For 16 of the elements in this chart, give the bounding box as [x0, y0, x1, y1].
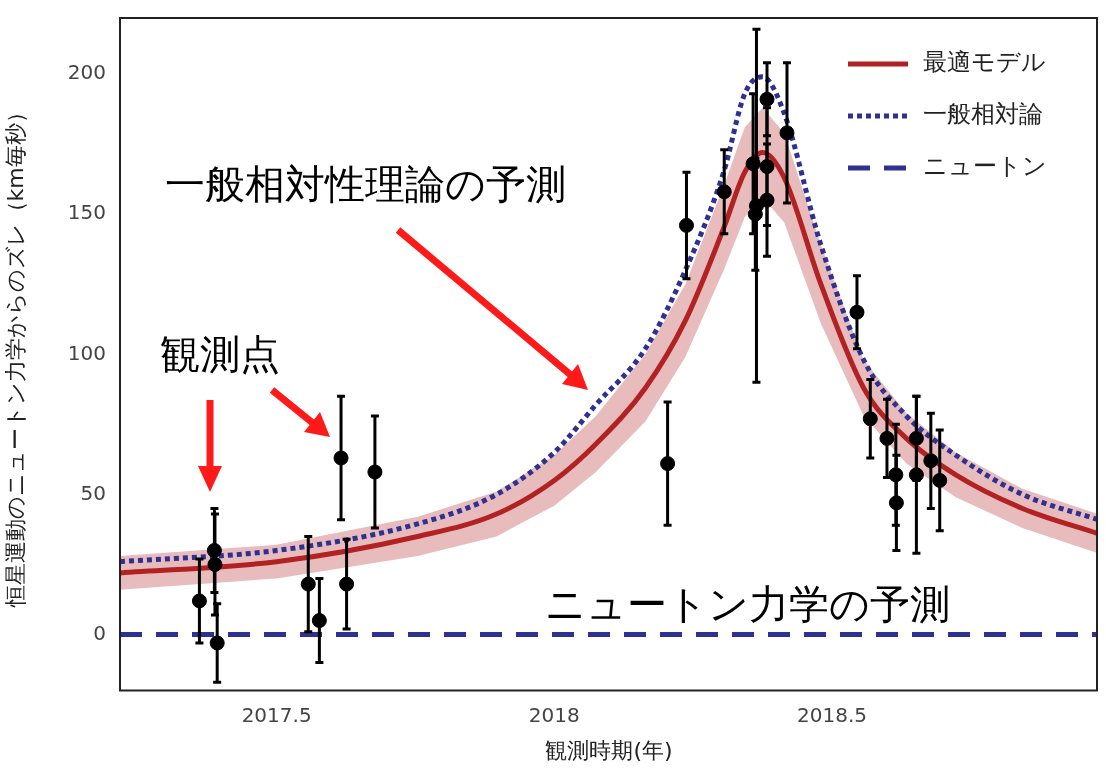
annotation: 観測点	[160, 331, 280, 378]
y-tick-label: 200	[67, 60, 106, 85]
y-tick-label: 0	[93, 620, 106, 645]
x-axis-title: 観測時期(年)	[545, 737, 673, 763]
annotation: ニュートン力学の予測	[545, 581, 950, 628]
x-tick-label: 2018.5	[796, 702, 867, 727]
y-tick-label: 150	[67, 200, 106, 225]
annotation: 一般相対性理論の予測	[165, 161, 566, 208]
legend-label: 最適モデル	[923, 48, 1046, 77]
x-tick-label: 2017.5	[241, 702, 312, 727]
y-tick-label: 50	[80, 480, 106, 505]
y-axis-title: 恒星運動のニュートン力学からのズレ（km毎秒）	[2, 101, 28, 609]
x-tick-label: 2018	[528, 702, 580, 727]
legend-label: 一般相対論	[923, 100, 1043, 129]
y-tick-label: 100	[67, 340, 106, 365]
legend-label: ニュートン	[923, 152, 1047, 181]
